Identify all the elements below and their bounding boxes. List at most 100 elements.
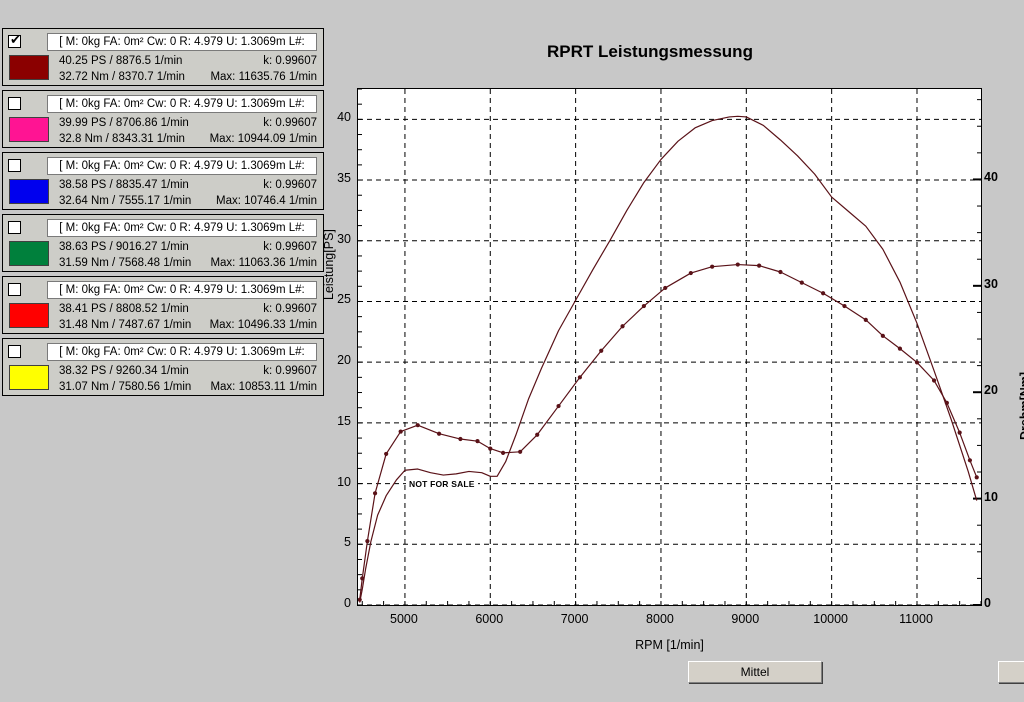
y-axis-tick-left: 30 <box>337 231 351 246</box>
legend-k-factor: k: 0.99607 <box>263 55 317 67</box>
legend-color-swatch[interactable] <box>9 179 49 204</box>
plot-frame <box>357 88 982 606</box>
legend-power-line: 39.99 PS / 8706.86 1/min k: 0.99607 <box>55 116 319 131</box>
legend-params-field[interactable]: [ M: 0kg FA: 0m² Cw: 0 R: 4.979 U: 1.306… <box>47 281 317 299</box>
y-axis-tick-left: 15 <box>337 413 351 428</box>
legend-peak-power: 38.41 PS / 8808.52 1/min <box>59 303 189 315</box>
data-point-marker <box>475 439 480 444</box>
legend-checkbox[interactable] <box>8 159 21 172</box>
legend-torque-line: 32.72 Nm / 8370.7 1/min Max: 11635.76 1/m… <box>55 70 319 85</box>
x-axis-tick: 5000 <box>390 612 418 626</box>
y-axis-tick-right: 0 <box>984 596 991 610</box>
data-point-marker <box>842 303 847 309</box>
legend-max-rpm: Max: 11063.36 1/min <box>210 257 317 269</box>
legend-max-rpm: Max: 10496.33 1/min <box>209 319 317 331</box>
chart-area: RPRT Leistungsmessung Leistung[PS] Drehm… <box>322 0 1024 702</box>
data-point-marker <box>944 400 949 405</box>
legend-peak-power: 38.32 PS / 9260.34 1/min <box>59 365 189 377</box>
x-axis-label: RPM [1/min] <box>635 638 704 652</box>
legend-max-rpm: Max: 10853.11 1/min <box>210 381 317 393</box>
legend-row[interactable]: [ M: 0kg FA: 0m² Cw: 0 R: 4.979 U: 1.306… <box>2 90 324 148</box>
data-point-marker <box>914 360 920 365</box>
data-point-marker <box>488 446 493 451</box>
data-point-marker <box>372 491 378 496</box>
plot-svg <box>358 89 981 605</box>
data-point-marker <box>778 269 783 275</box>
data-point-marker <box>518 449 523 454</box>
x-axis-tick: 10000 <box>813 612 849 626</box>
y-axis-tick-right: 30 <box>984 276 998 291</box>
legend-power-line: 40.25 PS / 8876.5 1/min k: 0.99607 <box>55 54 319 69</box>
legend-checkbox[interactable] <box>8 283 21 296</box>
legend-color-swatch[interactable] <box>9 303 49 328</box>
series-line <box>359 115 978 603</box>
legend-torque-line: 32.64 Nm / 7555.17 1/min Max: 10746.4 1/m… <box>55 194 319 209</box>
data-point-marker <box>577 375 582 380</box>
series-line <box>359 263 978 600</box>
checkmark-icon: ✔ <box>10 33 21 48</box>
data-point-marker <box>436 431 442 436</box>
legend-checkbox[interactable] <box>8 345 21 358</box>
y-axis-tick-left: 25 <box>337 292 351 307</box>
legend-color-swatch[interactable] <box>9 365 49 390</box>
legend-params-field[interactable]: [ M: 0kg FA: 0m² Cw: 0 R: 4.979 U: 1.306… <box>47 343 317 361</box>
not-for-sale-watermark: NOT FOR SALE <box>406 478 478 490</box>
legend-params-field[interactable]: [ M: 0kg FA: 0m² Cw: 0 R: 4.979 U: 1.306… <box>47 157 317 175</box>
legend-checkbox[interactable] <box>8 97 21 110</box>
data-point-marker <box>641 303 646 309</box>
data-point-marker <box>599 348 604 353</box>
data-point-marker <box>398 429 403 434</box>
legend-row[interactable]: [ M: 0kg FA: 0m² Cw: 0 R: 4.979 U: 1.306… <box>2 276 324 334</box>
y-axis-tick-right: 40 <box>984 170 998 185</box>
legend-peak-torque: 31.59 Nm / 7568.48 1/min <box>59 257 192 269</box>
legend-row[interactable]: [ M: 0kg FA: 0m² Cw: 0 R: 4.979 U: 1.306… <box>2 152 324 210</box>
legend-peak-power: 39.99 PS / 8706.86 1/min <box>59 117 189 129</box>
legend-checkbox[interactable] <box>8 221 21 234</box>
legend-row[interactable]: ✔ [ M: 0kg FA: 0m² Cw: 0 R: 4.979 U: 1.30… <box>2 28 324 86</box>
data-point-marker <box>620 324 625 329</box>
y-axis-tick-left: 35 <box>337 171 351 186</box>
legend-color-swatch[interactable] <box>9 117 49 142</box>
legend-peak-torque: 32.8 Nm / 8343.31 1/min <box>59 133 185 145</box>
legend-color-swatch[interactable] <box>9 55 49 80</box>
data-point-marker <box>757 263 762 268</box>
legend-params-field[interactable]: [ M: 0kg FA: 0m² Cw: 0 R: 4.979 U: 1.306… <box>47 95 317 113</box>
data-point-marker <box>897 346 903 351</box>
legend-peak-torque: 32.72 Nm / 8370.7 1/min <box>59 71 185 83</box>
x-axis-tick: 6000 <box>475 612 504 626</box>
legend-torque-line: 32.8 Nm / 8343.31 1/min Max: 10944.09 1/m… <box>55 132 319 147</box>
legend-params-field[interactable]: [ M: 0kg FA: 0m² Cw: 0 R: 4.979 U: 1.306… <box>47 33 317 51</box>
y-axis-tick-left: 20 <box>337 353 351 368</box>
data-point-marker <box>384 451 389 457</box>
data-point-marker <box>710 264 715 269</box>
data-point-marker <box>663 285 668 291</box>
data-point-marker <box>688 270 693 276</box>
data-point-marker <box>358 597 362 602</box>
y-axis-label-right: Drehm[Nm] <box>1018 371 1024 440</box>
y-axis-tick-left: 10 <box>337 474 351 489</box>
legend-torque-line: 31.07 Nm / 7580.56 1/min Max: 10853.11 1/… <box>55 380 319 395</box>
legend-params-field[interactable]: [ M: 0kg FA: 0m² Cw: 0 R: 4.979 U: 1.306… <box>47 219 317 237</box>
mittel-button[interactable]: Mittel <box>688 661 822 683</box>
x-axis-tick: 7000 <box>560 612 589 626</box>
data-point-marker <box>535 432 540 437</box>
legend-power-line: 38.63 PS / 9016.27 1/min k: 0.99607 <box>55 240 319 255</box>
legend-power-line: 38.32 PS / 9260.34 1/min k: 0.99607 <box>55 364 319 379</box>
data-point-marker <box>415 423 420 428</box>
legend-color-swatch[interactable] <box>9 241 49 266</box>
data-point-marker <box>556 403 561 409</box>
legend-power-line: 38.41 PS / 8808.52 1/min k: 0.99607 <box>55 302 319 317</box>
ascii-export-button[interactable]: ASCII Export <box>998 661 1024 683</box>
legend-row[interactable]: [ M: 0kg FA: 0m² Cw: 0 R: 4.979 U: 1.306… <box>2 214 324 272</box>
data-point-marker <box>458 436 463 442</box>
legend-k-factor: k: 0.99607 <box>263 303 317 315</box>
legend-checkbox[interactable]: ✔ <box>8 33 21 48</box>
legend-row[interactable]: [ M: 0kg FA: 0m² Cw: 0 R: 4.979 U: 1.306… <box>2 338 324 396</box>
legend-max-rpm: Max: 11635.76 1/min <box>210 71 317 83</box>
legend-k-factor: k: 0.99607 <box>263 117 317 129</box>
data-point-marker <box>957 430 962 435</box>
data-point-marker <box>365 539 370 544</box>
data-point-marker <box>967 458 973 463</box>
x-axis-tick: 8000 <box>646 612 674 626</box>
legend-k-factor: k: 0.99607 <box>263 179 317 191</box>
